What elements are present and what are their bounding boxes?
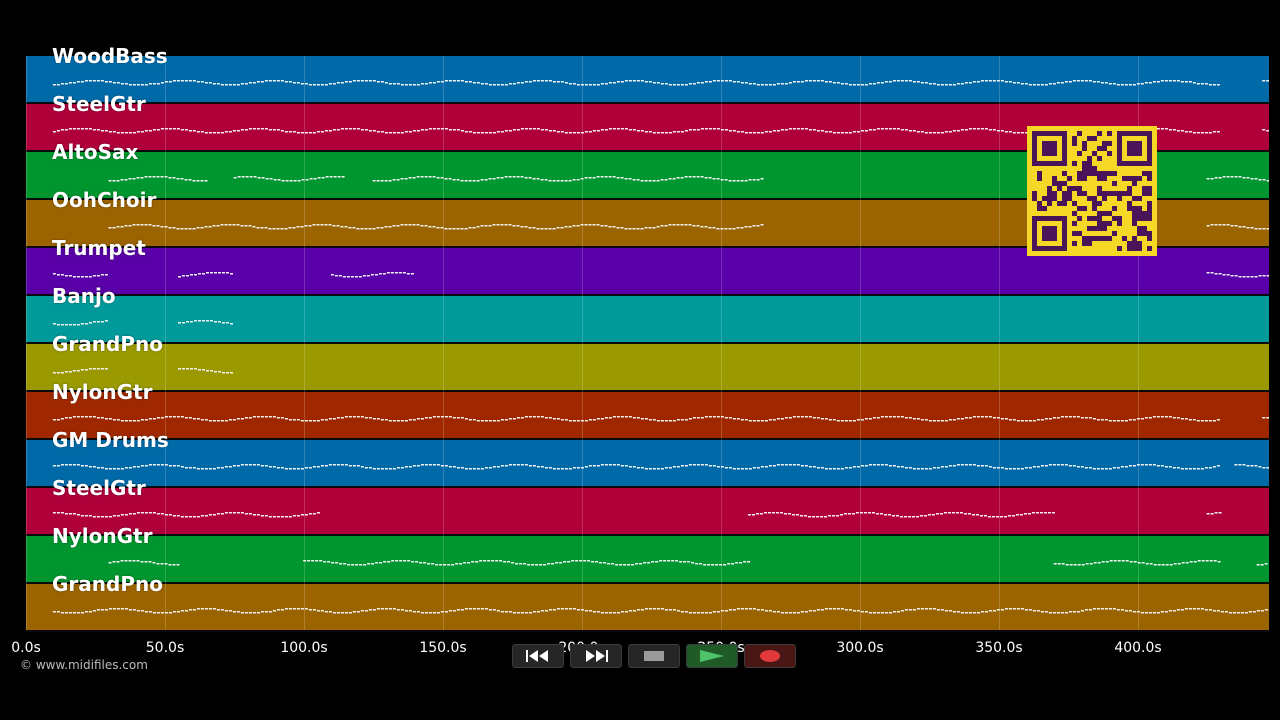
time-tick-label: 50.0s bbox=[145, 640, 185, 656]
stop-button[interactable] bbox=[628, 644, 680, 668]
fast-forward-button[interactable] bbox=[570, 644, 622, 668]
track-name: GrandPno bbox=[52, 332, 163, 356]
transport-controls bbox=[512, 644, 796, 668]
track-lane[interactable] bbox=[26, 56, 1269, 102]
rewind-icon bbox=[526, 650, 548, 662]
time-gridline bbox=[165, 56, 166, 630]
lane-divider bbox=[26, 630, 1269, 632]
copyright-text: © www.midifiles.com bbox=[20, 658, 148, 672]
lane-divider bbox=[26, 102, 1269, 104]
time-gridline bbox=[860, 56, 861, 630]
time-gridline bbox=[999, 56, 1000, 630]
track-name: WoodBass bbox=[52, 44, 168, 68]
track-name: Banjo bbox=[52, 284, 116, 308]
lane-divider bbox=[26, 486, 1269, 488]
track-notes bbox=[108, 224, 1269, 230]
time-gridline bbox=[582, 56, 583, 630]
track-notes bbox=[52, 272, 1269, 278]
record-icon bbox=[760, 650, 780, 662]
time-tick-label: 0.0s bbox=[11, 640, 41, 656]
time-tick-label: 350.0s bbox=[975, 640, 1023, 656]
track-name: Trumpet bbox=[52, 236, 146, 260]
lane-divider bbox=[26, 198, 1269, 200]
time-gridline bbox=[304, 56, 305, 630]
time-tick-label: 150.0s bbox=[419, 640, 467, 656]
lane-divider bbox=[26, 534, 1269, 536]
time-tick-label: 300.0s bbox=[836, 640, 884, 656]
track-notes bbox=[52, 512, 1222, 518]
track-notes bbox=[52, 608, 1269, 614]
stop-icon bbox=[644, 651, 664, 661]
track-lane[interactable] bbox=[26, 488, 1269, 534]
play-button[interactable] bbox=[686, 644, 738, 668]
track-lane[interactable] bbox=[26, 584, 1269, 630]
track-lane[interactable] bbox=[26, 392, 1269, 438]
track-notes bbox=[52, 416, 1269, 422]
fast-forward-icon bbox=[586, 650, 608, 662]
track-notes bbox=[52, 80, 1269, 86]
lane-divider bbox=[26, 294, 1269, 296]
track-lane[interactable] bbox=[26, 344, 1269, 390]
time-gridline bbox=[443, 56, 444, 630]
record-button[interactable] bbox=[744, 644, 796, 668]
track-name: OohChoir bbox=[52, 188, 157, 212]
track-lane[interactable] bbox=[26, 440, 1269, 486]
rewind-button[interactable] bbox=[512, 644, 564, 668]
lane-divider bbox=[26, 390, 1269, 392]
qr-code bbox=[1027, 126, 1157, 256]
lane-divider bbox=[26, 438, 1269, 440]
track-notes bbox=[52, 368, 233, 374]
track-name: SteelGtr bbox=[52, 476, 146, 500]
track-name: NylonGtr bbox=[52, 524, 153, 548]
lane-divider bbox=[26, 246, 1269, 248]
track-name: SteelGtr bbox=[52, 92, 146, 116]
track-name: NylonGtr bbox=[52, 380, 153, 404]
track-lane[interactable] bbox=[26, 296, 1269, 342]
play-icon bbox=[700, 650, 724, 662]
track-name: GrandPno bbox=[52, 572, 163, 596]
time-gridline bbox=[721, 56, 722, 630]
lane-divider bbox=[26, 150, 1269, 152]
lane-divider bbox=[26, 342, 1269, 344]
track-name: AltoSax bbox=[52, 140, 139, 164]
time-tick-label: 400.0s bbox=[1114, 640, 1162, 656]
track-notes bbox=[52, 320, 233, 326]
time-tick-label: 100.0s bbox=[280, 640, 328, 656]
time-gridline bbox=[1138, 56, 1139, 630]
lane-divider bbox=[26, 582, 1269, 584]
track-lane[interactable] bbox=[26, 536, 1269, 582]
track-notes bbox=[108, 176, 1269, 182]
track-name: GM Drums bbox=[52, 428, 169, 452]
track-notes bbox=[52, 464, 1269, 470]
time-gridline bbox=[26, 56, 27, 630]
track-notes bbox=[108, 560, 1268, 566]
